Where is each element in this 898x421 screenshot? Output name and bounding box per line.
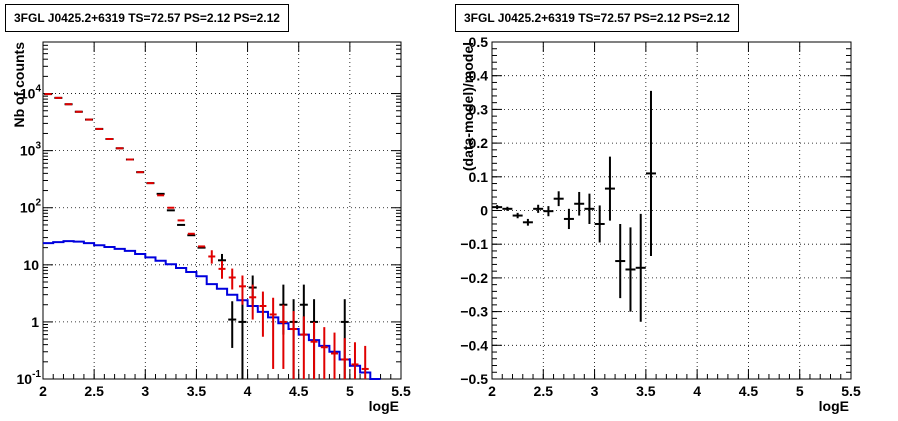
counts-model-point xyxy=(228,268,236,290)
residual-point xyxy=(604,156,615,221)
residuals-x-axis-title: logE xyxy=(819,398,849,414)
counts-panel: 3FGL J0425.2+6319 TS=72.57 PS=2.12 PS=2.… xyxy=(5,4,411,414)
counts-model-point xyxy=(249,284,257,320)
counts-x-tick-label: 2.5 xyxy=(84,383,104,399)
residuals-x-tick-label: 5.5 xyxy=(841,383,861,399)
counts-x-tick-label: 5 xyxy=(346,383,354,399)
residual-point xyxy=(625,227,636,312)
counts-y-tick-label: 103 xyxy=(20,141,42,159)
residual-point xyxy=(584,193,595,224)
residual-point xyxy=(563,208,574,230)
residual-point xyxy=(645,90,656,256)
residuals-y-axis-title: (data-model)/model xyxy=(460,42,476,171)
counts-y-tick-label: 102 xyxy=(20,198,42,216)
residuals-x-tick-label: 5 xyxy=(796,383,804,399)
counts-model-point xyxy=(310,321,318,379)
residuals-x-tick-label: 4 xyxy=(693,383,701,399)
counts-model-point xyxy=(331,332,339,379)
residual-point xyxy=(522,218,533,226)
residual-point xyxy=(502,206,513,211)
counts-model-point xyxy=(320,327,328,379)
residual-point xyxy=(492,205,503,210)
residual-point xyxy=(512,212,523,219)
residual-point xyxy=(574,191,585,216)
residuals-y-tick-label: 0.3 xyxy=(469,101,489,117)
residuals-chart-title: 3FGL J0425.2+6319 TS=72.57 PS=2.12 PS=2.… xyxy=(455,4,739,32)
counts-data-point xyxy=(238,299,247,379)
residual-point xyxy=(553,191,564,207)
residual-point xyxy=(533,204,544,213)
counts-model-point xyxy=(218,260,226,279)
counts-y-axis-title: Nb of counts xyxy=(11,42,27,128)
residuals-chart-svg: 2 2.5 3 3.5 4 4.5 5 5.5 −0.5 −0.4 −0.3 −0.2 −0.1 0 0.1… xyxy=(460,34,861,414)
residuals-x-tick-label: 3.5 xyxy=(636,383,656,399)
counts-x-tick-label: 4.5 xyxy=(289,383,309,399)
residuals-x-tick-label: 3 xyxy=(591,383,599,399)
residuals-x-tick-label: 2.5 xyxy=(534,383,554,399)
counts-model-point xyxy=(269,297,277,369)
residuals-y-tick-label: −0.5 xyxy=(460,371,488,387)
counts-x-tick-label: 3.5 xyxy=(187,383,207,399)
residual-point xyxy=(594,205,605,243)
counts-model-point xyxy=(341,338,349,379)
counts-model-point xyxy=(290,311,298,379)
counts-x-tick-label: 2 xyxy=(39,383,47,399)
counts-model-point xyxy=(351,342,359,379)
residuals-y-tick-label: −0.4 xyxy=(460,337,488,353)
counts-model-point xyxy=(300,316,308,379)
residual-point xyxy=(635,213,646,322)
residual-point xyxy=(615,223,626,299)
counts-y-tick-label: 10 xyxy=(23,257,39,273)
counts-source-model-line xyxy=(43,240,381,380)
residuals-x-tick-label: 4.5 xyxy=(739,383,759,399)
residuals-y-tick-label: 0.4 xyxy=(469,68,489,84)
counts-x-tick-label: 3 xyxy=(141,383,149,399)
counts-y-tick-label: 104 xyxy=(20,84,42,102)
counts-plot-frame xyxy=(42,41,402,380)
residuals-y-tick-label: 0.1 xyxy=(469,169,489,185)
residual-point xyxy=(543,206,554,217)
residuals-x-tick-label: 2 xyxy=(488,383,496,399)
counts-chart-svg: 2 2.5 3 3.5 4 4.5 5 5.5 10-1 1 10 102 103 104 logE Nb o… xyxy=(11,41,411,414)
residuals-y-tick-label: −0.2 xyxy=(460,270,488,286)
residuals-y-tick-label: −0.3 xyxy=(460,304,488,320)
residuals-panel: 3FGL J0425.2+6319 TS=72.57 PS=2.12 PS=2.… xyxy=(449,0,898,421)
counts-x-tick-label: 5.5 xyxy=(391,383,411,399)
counts-y-tick-label: 1 xyxy=(31,314,39,330)
residuals-y-tick-label: 0.5 xyxy=(469,34,489,50)
counts-y-tick-label: 10-1 xyxy=(17,369,42,387)
counts-model-point xyxy=(259,291,267,337)
counts-model-point xyxy=(238,275,246,305)
counts-chart-title: 3FGL J0425.2+6319 TS=72.57 PS=2.12 PS=2.… xyxy=(5,4,289,32)
residuals-y-tick-label: 0 xyxy=(480,203,488,219)
counts-data-point xyxy=(228,301,237,348)
counts-x-axis-title: logE xyxy=(369,398,399,414)
counts-model-point xyxy=(208,250,216,264)
counts-model-point xyxy=(361,345,369,379)
counts-model-point xyxy=(279,304,287,369)
residuals-y-tick-label: 0.2 xyxy=(469,135,489,151)
counts-x-tick-label: 4 xyxy=(244,383,252,399)
residuals-y-tick-label: −0.1 xyxy=(460,236,488,252)
